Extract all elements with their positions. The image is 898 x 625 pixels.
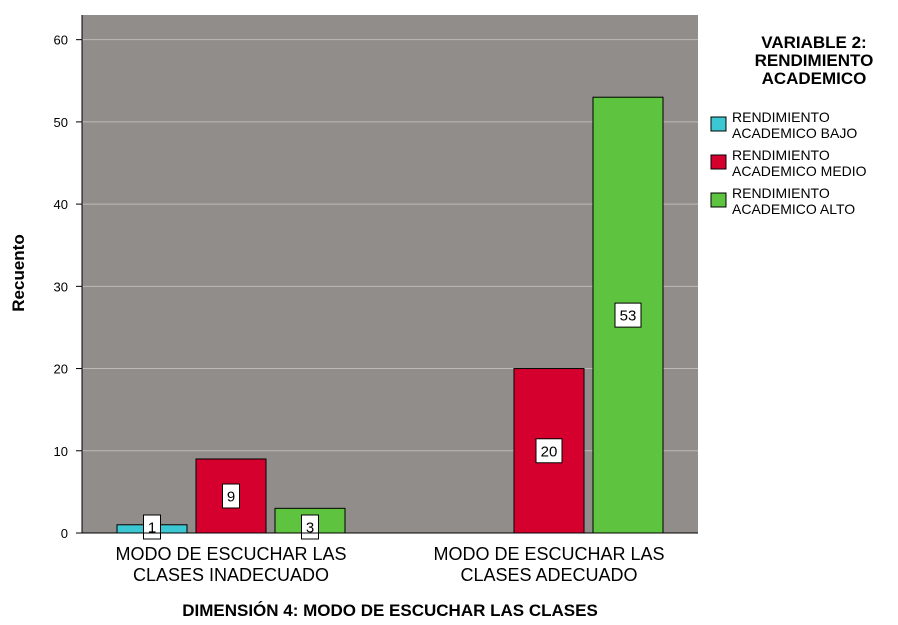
legend-swatch bbox=[710, 192, 727, 208]
legend-label-line: RENDIMIENTO bbox=[732, 109, 830, 125]
legend-swatch bbox=[710, 154, 727, 170]
legend-label-line: RENDIMIENTO bbox=[732, 147, 830, 163]
legend-swatch bbox=[710, 116, 727, 132]
legend-title-line: VARIABLE 2: bbox=[761, 33, 866, 52]
legend-label: RENDIMIENTO ACADEMICO ALTO bbox=[732, 185, 855, 217]
legend-title: VARIABLE 2: RENDIMIENTO ACADEMICO bbox=[755, 33, 874, 88]
data-label: 53 bbox=[620, 308, 637, 325]
x-tick-label-line: CLASES ADECUADO bbox=[460, 565, 637, 585]
bars: 1 9 20 3 53 bbox=[116, 96, 664, 540]
data-label-box bbox=[614, 302, 642, 328]
data-label: 1 bbox=[148, 520, 156, 537]
data-label: 20 bbox=[541, 443, 558, 460]
data-label-box bbox=[535, 438, 563, 464]
x-tick-label-line: MODO DE ESCUCHAR LAS bbox=[433, 544, 664, 564]
data-label: 3 bbox=[306, 520, 314, 537]
gridlines bbox=[82, 39, 698, 452]
data-label-box bbox=[222, 483, 240, 509]
y-axis-title: Recuento bbox=[9, 234, 28, 311]
x-axis-title: DIMENSIÓN 4: MODO DE ESCUCHAR LAS CLASES bbox=[182, 601, 598, 620]
x-tick-label: MODO DE ESCUCHAR LAS CLASES INADECUADO bbox=[115, 544, 346, 585]
legend-label-line: ACADEMICO BAJO bbox=[732, 125, 857, 141]
legend: VARIABLE 2: RENDIMIENTO ACADEMICORENDIMIEN… bbox=[710, 33, 874, 217]
y-tick-label: 20 bbox=[54, 362, 68, 377]
y-tick-label: 30 bbox=[54, 279, 68, 294]
y-tick-label: 40 bbox=[54, 197, 68, 212]
x-tick-label-line: CLASES INADECUADO bbox=[133, 565, 329, 585]
y-tick-label: 10 bbox=[54, 444, 68, 459]
y-tick-label: 60 bbox=[54, 33, 68, 48]
legend-title-line: RENDIMIENTO bbox=[755, 51, 874, 70]
x-tick-label: MODO DE ESCUCHAR LAS CLASES ADECUADO bbox=[433, 544, 664, 585]
legend-label-line: ACADEMICO MEDIO bbox=[732, 163, 867, 179]
legend-label-line: RENDIMIENTO bbox=[732, 185, 830, 201]
x-axis: MODO DE ESCUCHAR LAS CLASES INADECUADOMOD… bbox=[82, 532, 698, 585]
x-tick-label-line: MODO DE ESCUCHAR LAS bbox=[115, 544, 346, 564]
y-axis: 0 10 20 30 40 50 60 bbox=[54, 15, 83, 541]
legend-label: RENDIMIENTO ACADEMICO BAJO bbox=[732, 109, 857, 141]
y-tick-label: 0 bbox=[61, 526, 68, 541]
y-tick-label: 50 bbox=[54, 115, 68, 130]
data-label: 9 bbox=[227, 489, 235, 506]
legend-title-line: ACADEMICO bbox=[762, 69, 867, 88]
legend-label-line: ACADEMICO ALTO bbox=[732, 201, 855, 217]
legend-label: RENDIMIENTO ACADEMICO MEDIO bbox=[732, 147, 867, 179]
